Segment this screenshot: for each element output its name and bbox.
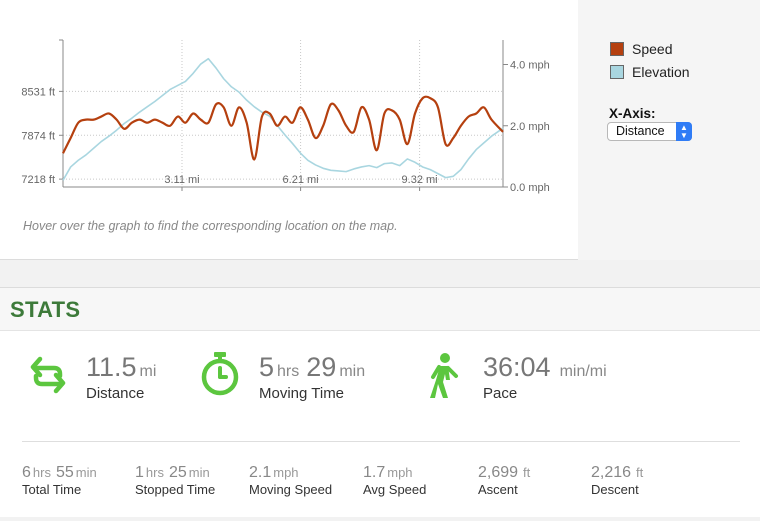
distance-unit: mi: [139, 363, 157, 380]
moving-time-hours: 5: [259, 352, 275, 382]
x-tick-label: 6.21 mi: [283, 174, 319, 186]
stat-total-time: 6 hrs 55 min Total Time: [22, 464, 97, 497]
moving-speed-label: Moving Speed: [249, 482, 333, 497]
total-time-minutes-unit: min: [75, 465, 97, 480]
descent-value: 2,216: [591, 464, 632, 481]
speed-swatch: [610, 42, 624, 56]
speed-elevation-chart[interactable]: 3.11 mi 6.21 mi 9.32 mi 8531 ft 7874 ft 7218 …: [0, 0, 578, 205]
ascent-label: Ascent: [478, 482, 518, 497]
descent-unit: ft: [636, 465, 644, 480]
avg-speed-value: 1.7: [363, 464, 386, 481]
stopped-time-label: Stopped Time: [135, 482, 216, 497]
legend-label-elevation: Elevation: [632, 64, 690, 80]
legend-item-speed[interactable]: Speed: [610, 41, 672, 57]
stat-ascent: 2,699 ft Ascent: [478, 464, 530, 497]
legend-label-speed: Speed: [632, 41, 673, 57]
swap-arrows-icon: [30, 356, 66, 394]
pace-unit: min/mi: [559, 363, 607, 380]
stopwatch-icon: [201, 352, 239, 396]
chart-hint-text: Hover over the graph to find the corresp…: [23, 219, 398, 233]
stat-stopped-time: 1 hrs 25 min Stopped Time: [135, 464, 215, 497]
speed-series-line: [62, 95, 504, 161]
elevation-series-line: [62, 57, 504, 181]
total-time-hours: 6: [22, 464, 31, 481]
y-left-tick-label: 8531 ft: [21, 86, 55, 98]
total-time-label: Total Time: [22, 482, 82, 497]
y-right-tick-label: 2.0 mph: [510, 121, 550, 133]
x-tick-label: 9.32 mi: [402, 174, 438, 186]
ascent-unit: ft: [523, 465, 531, 480]
ascent-value: 2,699: [478, 464, 519, 481]
elevation-swatch: [610, 65, 624, 79]
stopped-time-hours: 1: [135, 464, 144, 481]
moving-speed-unit: mph: [273, 465, 299, 480]
chart-grid: [63, 40, 503, 187]
y-left-tick-label: 7874 ft: [21, 130, 55, 142]
chart-panel: 3.11 mi 6.21 mi 9.32 mi 8531 ft 7874 ft 7218 …: [0, 0, 760, 260]
legend-item-elevation[interactable]: Elevation: [610, 64, 690, 80]
walking-person-icon: [430, 353, 458, 398]
chart-labels: 3.11 mi 6.21 mi 9.32 mi 8531 ft 7874 ft 7218 …: [21, 60, 549, 195]
select-chevron-icon: ▲ ▼: [676, 122, 692, 141]
stopped-time-minutes-unit: min: [188, 465, 210, 480]
chart-axes: [59, 39, 508, 191]
stats-header: STATS: [0, 288, 760, 331]
total-time-minutes: 55: [55, 464, 74, 481]
stat-distance: 11.5 mi Distance: [86, 352, 156, 402]
stopped-time-hours-unit: hrs: [145, 465, 164, 480]
x-tick-label: 3.11 mi: [164, 174, 199, 186]
total-time-hours-unit: hrs: [32, 465, 51, 480]
distance-value: 11.5: [86, 352, 137, 382]
stat-avg-speed: 1.7 mph Avg Speed: [363, 464, 426, 497]
distance-label: Distance: [86, 385, 145, 402]
avg-speed-label: Avg Speed: [363, 482, 427, 497]
moving-time-minutes: 29: [306, 352, 337, 382]
moving-time-hours-unit: hrs: [277, 363, 300, 380]
chart-series[interactable]: [62, 57, 504, 181]
moving-time-minutes-unit: min: [339, 363, 366, 380]
descent-label: Descent: [591, 482, 639, 497]
x-axis-select-value: Distance: [616, 124, 665, 138]
stats-title: STATS: [10, 297, 81, 322]
stat-descent: 2,216 ft Descent: [591, 464, 643, 497]
x-axis-label: X-Axis:: [609, 106, 656, 121]
x-axis-select[interactable]: Distance ▲ ▼: [607, 122, 692, 141]
pace-value: 36:04: [483, 352, 551, 382]
moving-time-label: Moving Time: [259, 385, 345, 402]
moving-speed-value: 2.1: [249, 464, 272, 481]
y-left-tick-label: 7218 ft: [21, 174, 55, 186]
stats-divider: [22, 441, 740, 442]
stat-pace: 36:04 min/mi Pace: [483, 352, 607, 402]
stats-panel: STATS 11.5 mi Distance 5 hrs 29 min Moving T…: [0, 287, 760, 517]
avg-speed-unit: mph: [387, 465, 413, 480]
pace-label: Pace: [483, 385, 518, 402]
stat-moving-speed: 2.1 mph Moving Speed: [249, 464, 332, 497]
y-right-tick-label: 0.0 mph: [510, 182, 550, 194]
stat-moving-time: 5 hrs 29 min Moving Time: [259, 352, 365, 402]
y-right-tick-label: 4.0 mph: [510, 60, 550, 72]
stopped-time-minutes: 25: [168, 464, 187, 481]
